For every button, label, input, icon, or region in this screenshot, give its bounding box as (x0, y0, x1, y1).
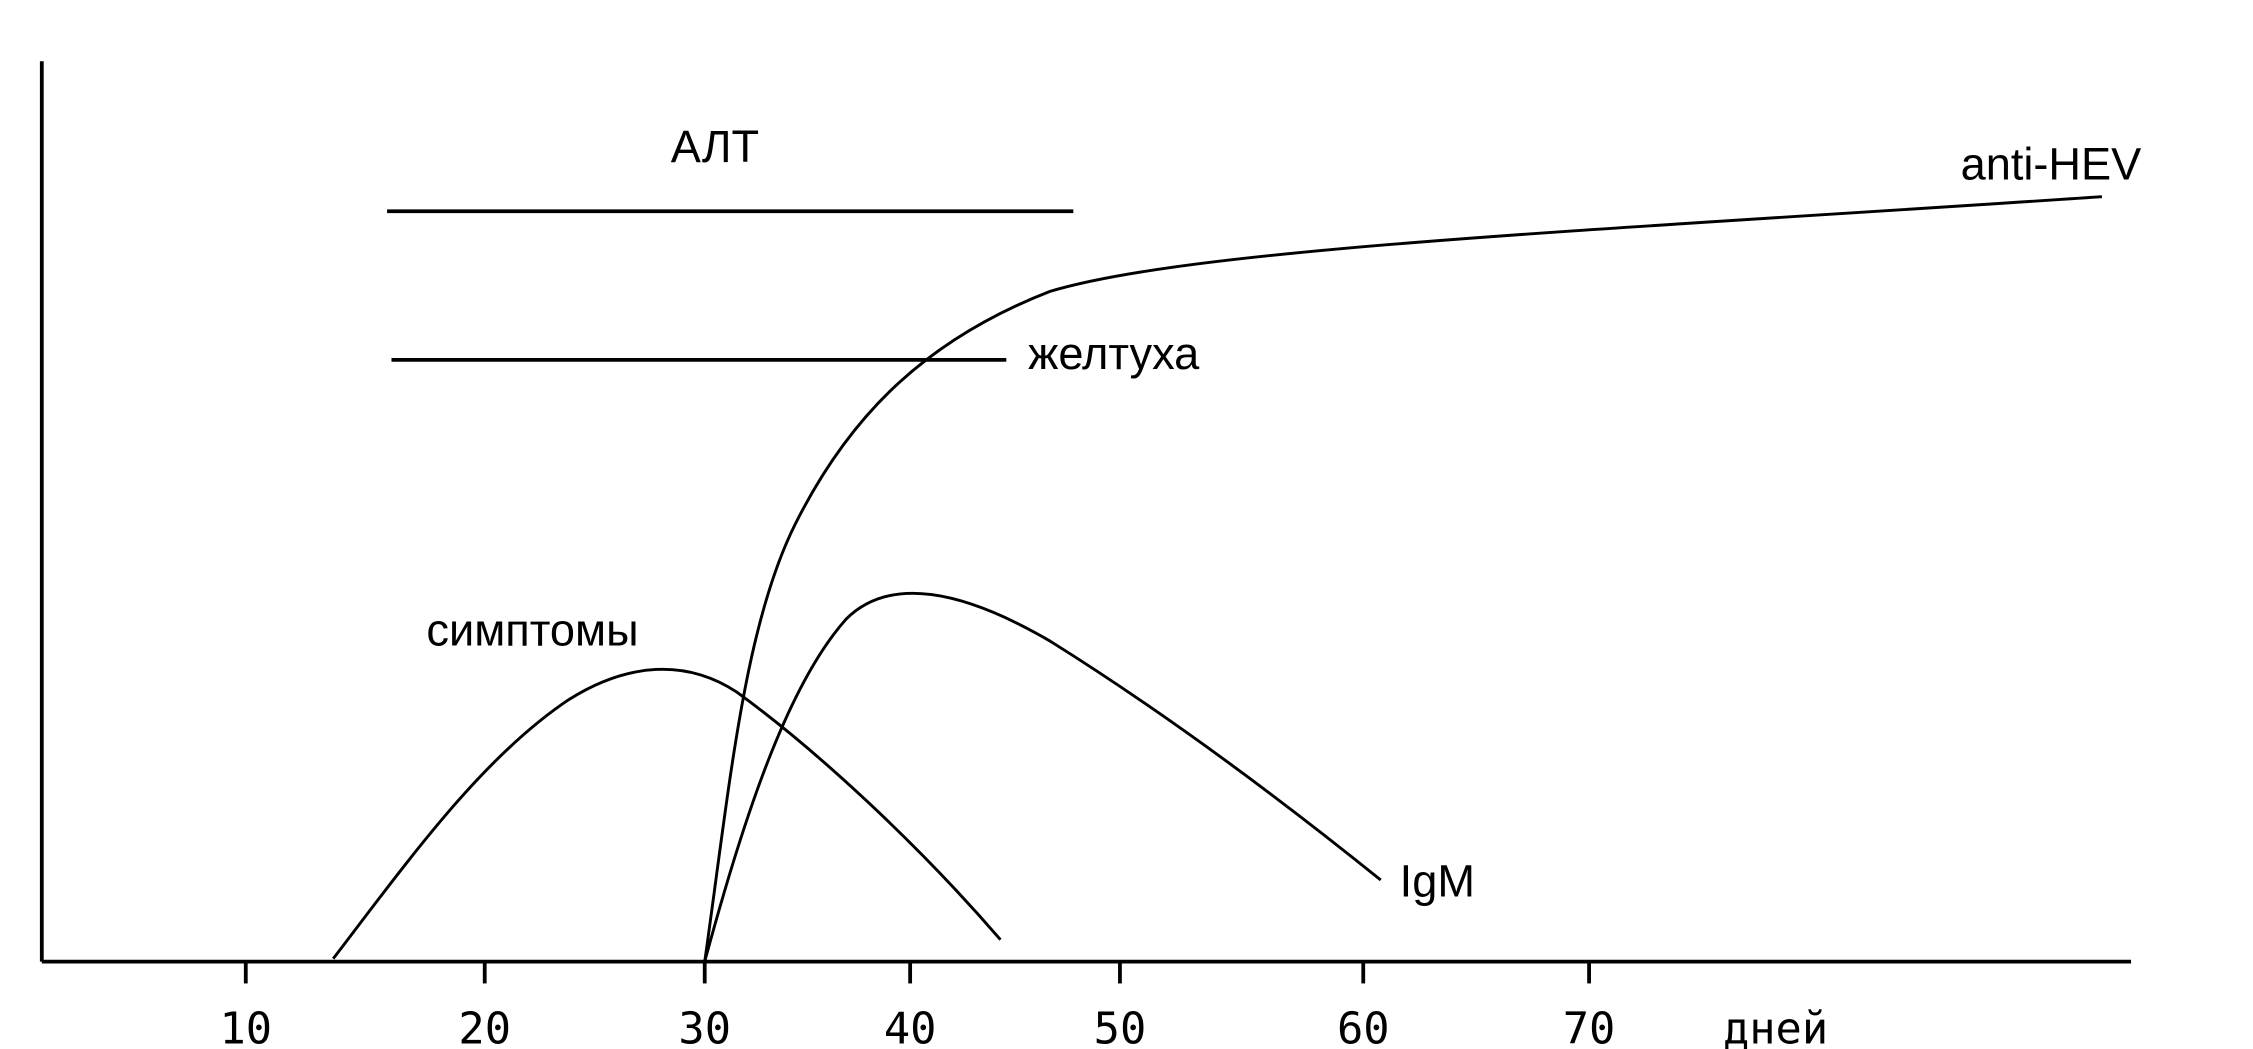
x-tick-label: 50 (1094, 1004, 1147, 1049)
anti-hev-curve (703, 195, 2103, 962)
x-tick-label: 60 (1337, 1004, 1390, 1049)
x-axis-unit: дней (1723, 1004, 1828, 1049)
jaundice-label: желтуха (1028, 328, 1200, 379)
igm-label: IgM (1400, 855, 1475, 906)
x-tick-label: 40 (884, 1004, 937, 1049)
symptoms-label: симптомы (426, 605, 638, 656)
x-ticks: 10 20 30 40 50 60 70 (219, 961, 1616, 1049)
alt-label: АЛТ (671, 121, 759, 172)
symptoms-curve (332, 667, 1002, 960)
igm-curve (703, 592, 1382, 962)
x-tick-label: 30 (678, 1004, 731, 1049)
x-tick-label: 70 (1563, 1004, 1616, 1049)
anti-hev-label: anti-HEV (1961, 138, 2142, 189)
x-tick-label: 20 (458, 1004, 511, 1049)
x-tick-label: 10 (219, 1004, 272, 1049)
